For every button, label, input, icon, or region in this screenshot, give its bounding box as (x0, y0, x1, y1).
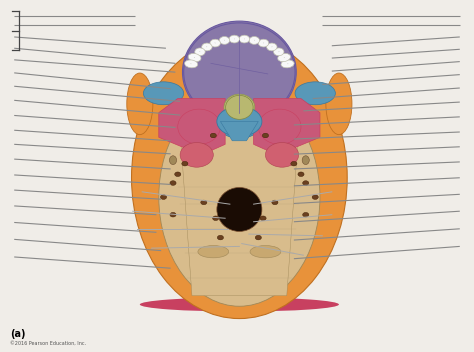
Ellipse shape (217, 187, 262, 232)
Ellipse shape (198, 246, 228, 258)
Ellipse shape (202, 43, 212, 51)
Ellipse shape (229, 35, 239, 43)
Ellipse shape (326, 73, 352, 134)
Ellipse shape (216, 105, 263, 138)
Ellipse shape (182, 161, 188, 166)
Ellipse shape (217, 235, 224, 240)
Ellipse shape (210, 133, 216, 138)
Polygon shape (159, 99, 225, 155)
Ellipse shape (302, 181, 309, 186)
Ellipse shape (183, 23, 295, 121)
Ellipse shape (184, 60, 198, 68)
Ellipse shape (272, 200, 278, 205)
Ellipse shape (170, 212, 176, 217)
Ellipse shape (159, 88, 320, 306)
Ellipse shape (160, 195, 166, 199)
Ellipse shape (312, 195, 319, 199)
Ellipse shape (273, 48, 284, 56)
Text: (a): (a) (10, 329, 26, 339)
Ellipse shape (255, 235, 262, 240)
Polygon shape (178, 99, 301, 296)
Ellipse shape (127, 73, 153, 134)
Ellipse shape (174, 172, 181, 177)
Ellipse shape (201, 200, 207, 205)
Ellipse shape (262, 133, 268, 138)
Ellipse shape (239, 35, 250, 43)
Ellipse shape (258, 39, 269, 47)
Ellipse shape (226, 95, 253, 119)
Ellipse shape (219, 37, 230, 44)
Ellipse shape (291, 161, 297, 166)
Ellipse shape (224, 94, 255, 120)
Text: ©2016 Pearson Education, Inc.: ©2016 Pearson Education, Inc. (10, 341, 86, 346)
Ellipse shape (250, 246, 281, 258)
Ellipse shape (131, 37, 347, 319)
Ellipse shape (143, 82, 184, 105)
Ellipse shape (180, 143, 213, 167)
Ellipse shape (170, 181, 176, 186)
Ellipse shape (302, 212, 309, 217)
Ellipse shape (302, 156, 309, 165)
Ellipse shape (249, 37, 259, 44)
Ellipse shape (210, 39, 220, 47)
Ellipse shape (178, 109, 220, 144)
Polygon shape (254, 99, 320, 155)
Ellipse shape (188, 54, 201, 62)
Ellipse shape (212, 216, 219, 220)
Ellipse shape (182, 21, 296, 123)
Ellipse shape (298, 172, 304, 177)
Ellipse shape (281, 60, 294, 68)
Ellipse shape (266, 43, 277, 51)
Ellipse shape (260, 216, 266, 220)
Ellipse shape (217, 106, 262, 136)
Ellipse shape (140, 297, 339, 312)
Ellipse shape (265, 143, 299, 167)
Ellipse shape (258, 109, 301, 144)
Ellipse shape (278, 54, 291, 62)
Ellipse shape (195, 48, 205, 56)
Ellipse shape (295, 82, 336, 105)
Ellipse shape (169, 156, 176, 165)
Polygon shape (220, 121, 258, 141)
